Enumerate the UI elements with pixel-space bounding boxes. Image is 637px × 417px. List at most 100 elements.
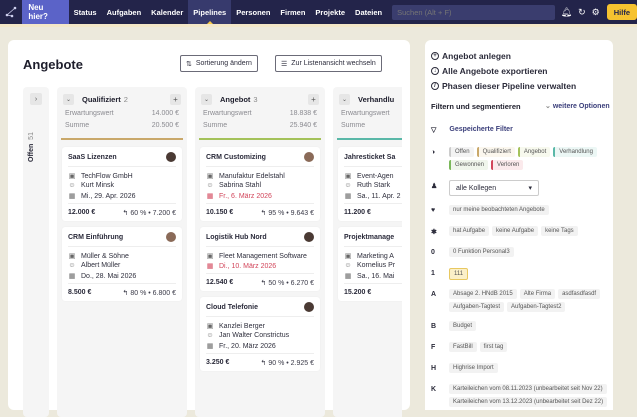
new-here-button[interactable]: Neu hier? [22, 0, 69, 24]
tag-group-key: F [431, 344, 436, 351]
tag-chip[interactable]: 111 [449, 268, 469, 280]
expect-value: 18.838 € [289, 110, 317, 117]
filter-title: Filtern und segmentieren [431, 102, 521, 111]
search-input[interactable] [392, 4, 555, 20]
help-button[interactable]: Hilfe [606, 4, 637, 20]
deal-company: Müller & Söhne [81, 252, 129, 260]
sort-button[interactable]: ⇅ Sortierung ändern [180, 55, 258, 72]
person-icon: ☺ [206, 332, 214, 339]
nav-personen[interactable]: Personen [236, 7, 271, 17]
task-filter: ✱ hat Aufgabe keine Aufgabe keine Tags [431, 226, 609, 236]
deal-probability: ↰ 95 % • 9.643 € [260, 210, 314, 217]
deal-person: Jan Walter Constrictus [219, 332, 290, 339]
edit-icon: / [431, 82, 439, 90]
tag-chip[interactable]: hat Aufgabe [449, 226, 490, 236]
nav-projekte[interactable]: Projekte [315, 7, 346, 17]
watched-chip[interactable]: nur meine beobachteten Angebote [449, 205, 549, 215]
tag-chip[interactable]: Highrise Import [449, 363, 498, 373]
deal-amount: 3.250 € [206, 359, 230, 366]
expand-chevron-icon[interactable]: › [30, 93, 42, 105]
deal-card[interactable]: CRM Customizing ▣ Manufaktur Edelstahl ☺ S… [200, 147, 320, 221]
sum-label: Summe [341, 122, 366, 129]
deal-amount: 11.200 € [344, 209, 371, 216]
deal-company: Kanzlei Berger [219, 322, 265, 330]
tag-chip[interactable]: FastBill [449, 342, 477, 352]
person-icon: ♟ [431, 183, 438, 190]
add-deal-icon[interactable]: + [308, 93, 319, 105]
tag-chip[interactable]: asdfasdfasdf [558, 289, 601, 299]
probability-icon: ↰ [260, 210, 269, 217]
tag-chip[interactable]: keine Tags [541, 226, 578, 236]
calendar-overdue-icon: ▦ [206, 263, 214, 270]
pipeline-board: Angebote ⇅ Sortierung ändern ☰ Zur Liste… [8, 40, 410, 417]
phase-chip-gewonnen[interactable]: Gewonnen [449, 160, 489, 170]
history-icon[interactable]: ↻ [578, 6, 586, 17]
calendar-overdue-icon: ▦ [206, 193, 214, 200]
person-icon: ☺ [344, 182, 352, 189]
nav-status[interactable]: Status [73, 7, 97, 17]
tag-group-f: F FastBill first tag [431, 342, 609, 352]
phase-chip-verloren[interactable]: Verloren [491, 160, 524, 170]
deal-company: TechFlow GmbH [81, 172, 133, 180]
logo-icon[interactable] [0, 0, 22, 24]
column-offen-collapsed[interactable]: › Offen 51 [23, 87, 49, 417]
deal-person: Kornelius Pr [357, 262, 396, 269]
deal-date: Fr., 20. März 2026 [219, 342, 276, 350]
saved-filters-link[interactable]: ▽ Gespeicherte Filter [431, 126, 513, 134]
calendar-icon: ▦ [344, 273, 352, 280]
probability-icon: ↰ [260, 280, 269, 287]
deal-probability: ↰ 90 % • 2.925 € [260, 360, 314, 367]
nav-firmen[interactable]: Firmen [280, 7, 306, 17]
deal-card[interactable]: Cloud Telefonie ▣ Kanzlei Berger ☺ Jan Wal… [200, 297, 320, 371]
column-offen-label: Offen 51 [28, 132, 35, 162]
page-background [617, 40, 637, 400]
create-deal-link[interactable]: + Angebot anlegen [431, 51, 511, 61]
deal-card[interactable]: Projektmanage ▣ Marketing A ☺ Kornelius Pr… [338, 227, 402, 301]
tag-chip[interactable]: Karteileichen vom 08.11.2023 (unbearbeit… [449, 384, 607, 394]
tag-chip[interactable]: Aufgaben-Tagtest2 [507, 302, 566, 312]
column-qualifiziert: ⌄ Qualifiziert 2 + Erwartungswert 14.000 … [57, 87, 187, 417]
phase-chip-offen[interactable]: Offen [449, 147, 474, 157]
avatar [304, 152, 314, 162]
tag-chip[interactable]: Alte Firma [519, 289, 556, 299]
tag-chip[interactable]: Absage 2. HNdB 2015 [449, 289, 517, 299]
avatar [304, 232, 314, 242]
manage-phases-link[interactable]: / Phasen dieser Pipeline verwalten [431, 81, 576, 91]
column-name: Verhandlu [358, 94, 395, 104]
collapse-chevron-icon[interactable]: ⌄ [63, 93, 74, 105]
column-verhandlung: ⌄ Verhandlu Erwartungswert Summe Jahrest… [333, 87, 402, 417]
colleague-select[interactable]: alle Kollegen ▾ [449, 180, 539, 196]
nav-aufgaben[interactable]: Aufgaben [106, 7, 142, 17]
deal-title: CRM Einführung [68, 234, 124, 241]
deal-card[interactable]: Jahresticket Sa ▣ Event-Agen ☺ Ruth Stark … [338, 147, 402, 221]
bell-icon[interactable]: 🔔︎ [560, 6, 573, 17]
add-deal-icon[interactable]: + [170, 93, 181, 105]
phase-chip-qualifiziert[interactable]: Qualifiziert [476, 147, 515, 157]
nav-kalender[interactable]: Kalender [151, 7, 184, 17]
tag-group-key: 0 [431, 249, 435, 256]
tag-chip[interactable]: first tag [479, 342, 508, 352]
company-icon: ▣ [68, 253, 76, 260]
collapse-chevron-icon[interactable]: ⌄ [201, 93, 212, 105]
tag-chip[interactable]: Karteileichen vom 13.12.2023 (unbearbeit… [449, 397, 608, 407]
list-view-button[interactable]: ☰ Zur Listenansicht wechseln [275, 55, 382, 72]
column-count: 2 [123, 94, 128, 104]
tag-chip[interactable]: Budget [449, 321, 477, 331]
more-options-toggle[interactable]: ⌄ weitere Optionen [545, 103, 610, 110]
deal-card[interactable]: CRM Einführung ▣ Müller & Söhne ☺ Albert M… [62, 227, 182, 301]
nav-pipelines[interactable]: Pipelines [188, 0, 232, 24]
deal-card[interactable]: Logistik Hub Nord ▣ Fleet Management Soft… [200, 227, 320, 291]
phase-chip-angebot[interactable]: Angebot [517, 147, 551, 157]
phase-chip-verhandlung[interactable]: Verhandlung [553, 147, 597, 157]
collapse-chevron-icon[interactable]: ⌄ [339, 93, 350, 105]
nav-dateien[interactable]: Dateien [355, 7, 383, 17]
gear-icon[interactable]: ⚙ [591, 6, 600, 17]
tag-chip[interactable]: 0 Funktion Personal3 [449, 247, 514, 257]
company-icon: ▣ [206, 253, 214, 260]
asterisk-icon: ✱ [431, 229, 437, 236]
tag-chip[interactable]: keine Aufgabe [492, 226, 539, 236]
tag-group-k: K Karteileichen vom 08.11.2023 (unbearbe… [431, 384, 609, 407]
tag-chip[interactable]: Aufgaben-Tagtest [449, 302, 505, 312]
export-deals-link[interactable]: ↓ Alle Angebote exportieren [431, 66, 547, 76]
deal-card[interactable]: SaaS Lizenzen ▣ TechFlow GmbH ☺ Kurt Minsk… [62, 147, 182, 221]
